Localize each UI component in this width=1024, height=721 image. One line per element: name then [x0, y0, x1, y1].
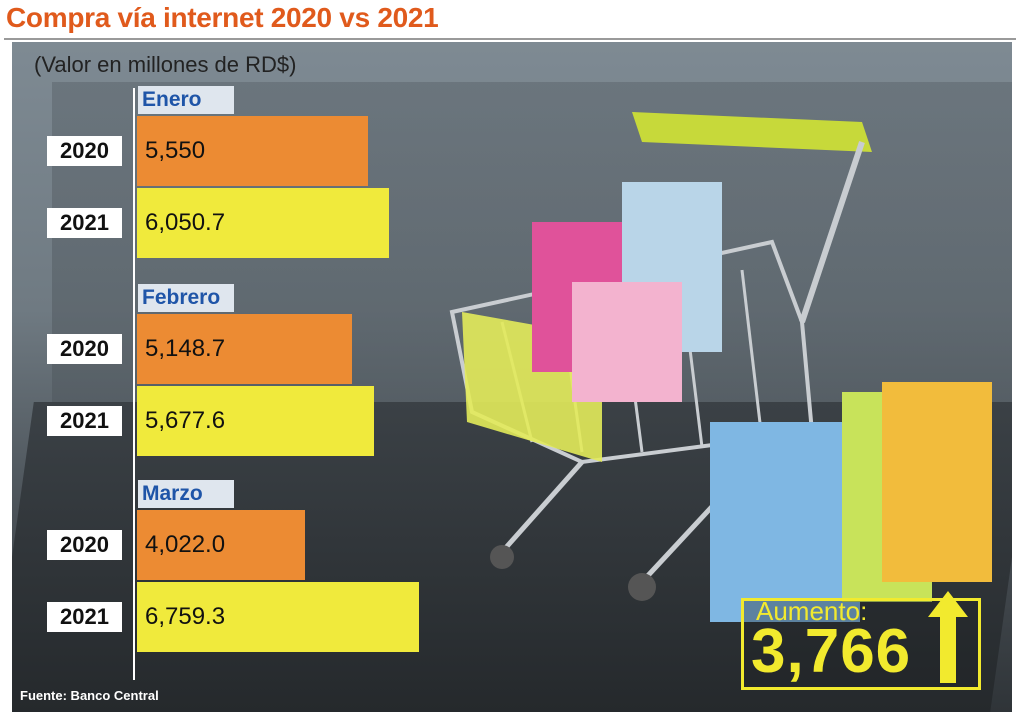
bar-value-label: 5,148.7	[145, 335, 226, 362]
bar-value-label: 5,677.6	[145, 407, 226, 434]
month-label: Enero	[138, 86, 234, 114]
bar-febrero-2020: 5,148.7	[137, 314, 352, 384]
axis-line	[133, 88, 135, 680]
bar-value-label: 6,759.3	[145, 603, 226, 630]
chart-subtitle: (Valor en millones de RD$)	[34, 52, 297, 77]
bar-value-label: 5,550	[145, 137, 206, 164]
up-arrow-icon	[928, 591, 968, 683]
month-label: Febrero	[138, 284, 234, 312]
aumento-box	[741, 591, 981, 690]
bar-enero-2021: 6,050.7	[137, 188, 389, 258]
month-label: Marzo	[138, 480, 234, 508]
aumento-value: 3,766	[751, 617, 912, 686]
aumento-label: Aumento:	[756, 596, 868, 626]
background-photo	[12, 42, 1012, 712]
title-divider	[4, 38, 1016, 40]
bar-enero-2020: 5,550	[137, 116, 368, 186]
year-label: 2021	[47, 208, 122, 238]
source-note: Fuente: Banco Central	[20, 688, 159, 703]
year-label: 2020	[47, 136, 122, 166]
year-label: 2021	[47, 602, 122, 632]
chart-title: Compra vía internet 2020 vs 2021	[6, 2, 439, 33]
shopping-cart-icon	[449, 112, 992, 622]
bar-marzo-2020: 4,022.0	[137, 510, 305, 580]
bar-febrero-2021: 5,677.6	[137, 386, 374, 456]
year-label: 2020	[47, 530, 122, 560]
bar-marzo-2021: 6,759.3	[137, 582, 419, 652]
year-label: 2021	[47, 406, 122, 436]
year-label: 2020	[47, 334, 122, 364]
bar-value-label: 6,050.7	[145, 209, 226, 236]
bar-value-label: 4,022.0	[145, 531, 226, 558]
